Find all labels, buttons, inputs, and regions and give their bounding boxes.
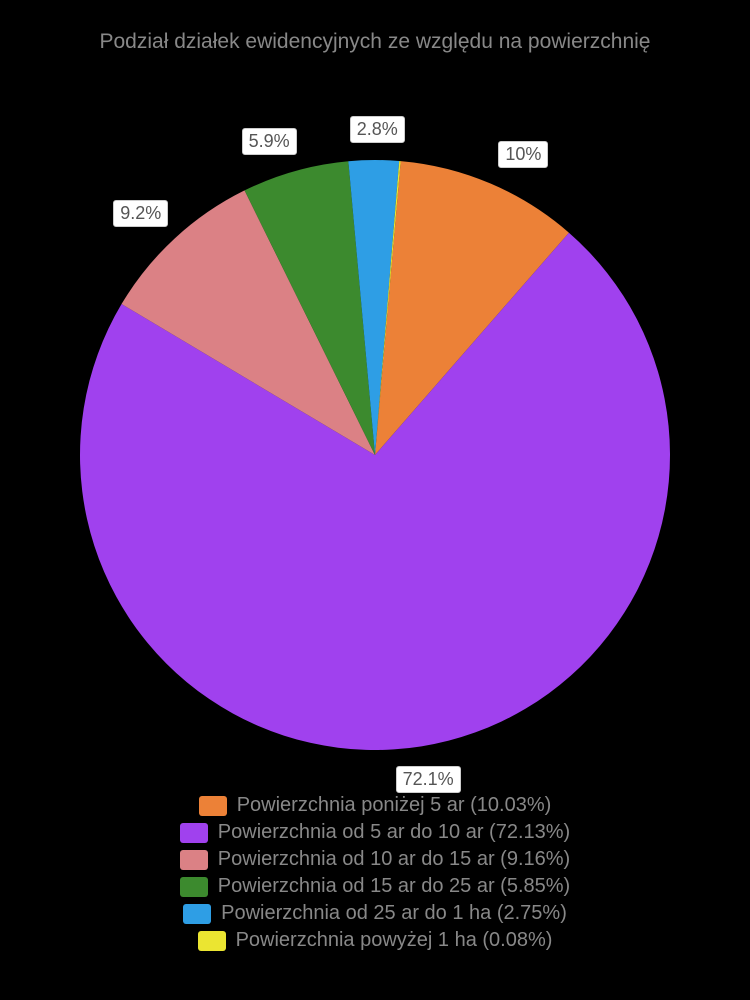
legend-swatch	[180, 823, 208, 843]
slice-percent-label: 10%	[498, 141, 548, 168]
legend-swatch	[183, 904, 211, 924]
legend-item: Powierzchnia poniżej 5 ar (10.03%)	[0, 794, 750, 817]
legend-swatch	[198, 931, 226, 951]
legend-item: Powierzchnia od 10 ar do 15 ar (9.16%)	[0, 848, 750, 871]
slice-percent-label: 72.1%	[396, 766, 461, 793]
legend-swatch	[199, 796, 227, 816]
slice-percent-label: 2.8%	[350, 116, 405, 143]
legend-label: Powierzchnia powyżej 1 ha (0.08%)	[236, 929, 553, 952]
legend: Powierzchnia poniżej 5 ar (10.03%) Powier…	[0, 790, 750, 956]
legend-item: Powierzchnia powyżej 1 ha (0.08%)	[0, 929, 750, 952]
legend-label: Powierzchnia od 25 ar do 1 ha (2.75%)	[221, 902, 567, 925]
legend-label: Powierzchnia od 15 ar do 25 ar (5.85%)	[218, 875, 570, 898]
legend-label: Powierzchnia od 10 ar do 15 ar (9.16%)	[218, 848, 570, 871]
legend-label: Powierzchnia od 5 ar do 10 ar (72.13%)	[218, 821, 570, 844]
pie-chart: 10%72.1%9.2%5.9%2.8%	[35, 75, 715, 755]
legend-swatch	[180, 850, 208, 870]
legend-item: Powierzchnia od 25 ar do 1 ha (2.75%)	[0, 902, 750, 925]
slice-percent-label: 5.9%	[242, 128, 297, 155]
legend-item: Powierzchnia od 5 ar do 10 ar (72.13%)	[0, 821, 750, 844]
legend-label: Powierzchnia poniżej 5 ar (10.03%)	[237, 794, 552, 817]
chart-title: Podział działek ewidencyjnych ze względu…	[0, 30, 750, 54]
slice-percent-label: 9.2%	[113, 200, 168, 227]
legend-item: Powierzchnia od 15 ar do 25 ar (5.85%)	[0, 875, 750, 898]
legend-swatch	[180, 877, 208, 897]
